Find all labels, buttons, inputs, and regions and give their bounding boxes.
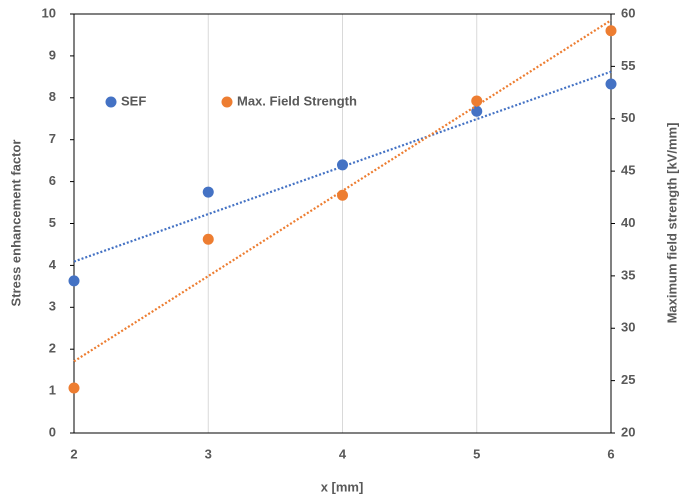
point <box>605 25 617 37</box>
x-tick-label: 5 <box>473 446 480 461</box>
y2-tick-label: 25 <box>621 372 635 387</box>
y-tick-label: 0 <box>49 424 56 439</box>
y-axis-title: Stress enhancement factor <box>8 140 23 307</box>
x-tick-label: 3 <box>205 446 212 461</box>
y-tick-label: 10 <box>42 5 56 20</box>
point <box>202 233 214 245</box>
y-tick-label: 3 <box>49 299 56 314</box>
point <box>68 275 80 287</box>
x-tick-label: 6 <box>607 446 614 461</box>
x-axis-title: x [mm] <box>321 479 364 494</box>
point <box>337 189 348 201</box>
y-tick-label: 2 <box>49 341 56 356</box>
y-tick-label: 9 <box>49 47 56 62</box>
x-tick-label: 2 <box>70 446 77 461</box>
y2-tick-label: 60 <box>621 5 635 20</box>
y-tick-label: 4 <box>49 257 57 272</box>
point <box>68 382 80 394</box>
y2-tick-label: 20 <box>621 424 635 439</box>
y2-axis-title: Maximum field strength [kV/mm] <box>664 123 679 324</box>
y-tick-label: 8 <box>49 89 56 104</box>
legend-label: SEF <box>121 93 146 108</box>
y2-tick-label: 40 <box>621 215 635 230</box>
legend-marker <box>105 96 117 108</box>
legend-marker <box>221 96 233 108</box>
point <box>605 78 617 90</box>
y2-tick-label: 55 <box>621 58 635 73</box>
x-tick-label: 4 <box>339 446 347 461</box>
y-tick-label: 5 <box>49 215 56 230</box>
y2-tick-label: 35 <box>621 267 635 282</box>
plot-frame <box>73 13 612 434</box>
y-tick-label: 7 <box>49 131 56 146</box>
y2-tick-label: 45 <box>621 163 635 178</box>
y2-tick-label: 50 <box>621 110 635 125</box>
point <box>202 186 214 198</box>
point <box>471 95 483 107</box>
y2-tick-label: 30 <box>621 320 635 335</box>
y-tick-label: 6 <box>49 173 56 188</box>
y-tick-label: 1 <box>49 383 56 398</box>
legend-label: Max. Field Strength <box>237 93 357 108</box>
point <box>337 159 348 171</box>
